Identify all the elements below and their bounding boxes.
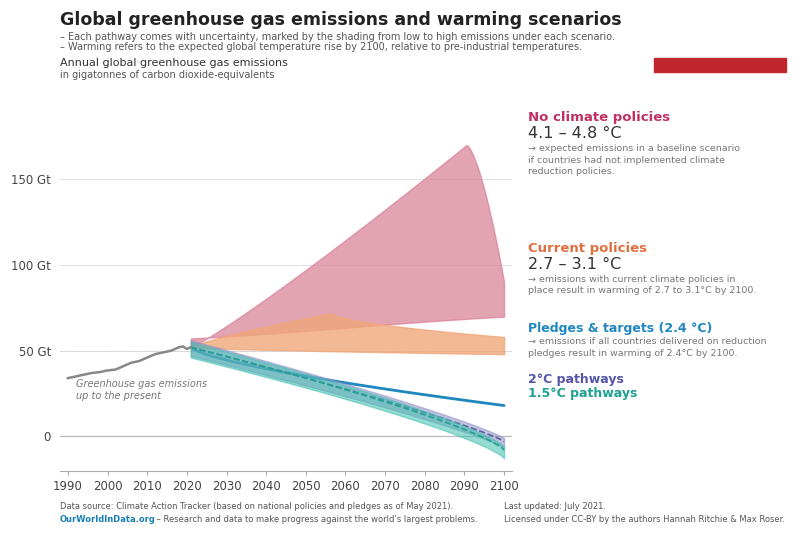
Text: – Each pathway comes with uncertainty, marked by the shading from low to high em: – Each pathway comes with uncertainty, m… [60, 32, 615, 42]
Text: Annual global greenhouse gas emissions: Annual global greenhouse gas emissions [60, 58, 288, 69]
Text: Our World: Our World [686, 14, 753, 28]
Text: OurWorldInData.org: OurWorldInData.org [60, 515, 156, 524]
Text: 2°C pathways: 2°C pathways [528, 373, 624, 386]
Text: 2.7 – 3.1 °C: 2.7 – 3.1 °C [528, 257, 622, 272]
Bar [654, 58, 786, 72]
Text: No climate policies: No climate policies [528, 111, 670, 124]
Text: – Warming refers to the expected global temperature rise by 2100, relative to pr: – Warming refers to the expected global … [60, 42, 582, 52]
Text: Global greenhouse gas emissions and warming scenarios: Global greenhouse gas emissions and warm… [60, 11, 622, 29]
Text: → emissions if all countries delivered on reduction
pledges result in warming of: → emissions if all countries delivered o… [528, 337, 766, 358]
Text: Last updated: July 2021.: Last updated: July 2021. [504, 502, 606, 511]
Text: in gigatonnes of carbon dioxide-equivalents: in gigatonnes of carbon dioxide-equivale… [60, 70, 274, 80]
Text: Current policies: Current policies [528, 242, 647, 255]
Text: Pledges & targets (2.4 °C): Pledges & targets (2.4 °C) [528, 322, 712, 335]
Text: Data source: Climate Action Tracker (based on national policies and pledges as o: Data source: Climate Action Tracker (bas… [60, 502, 453, 511]
Text: Greenhouse gas emissions
up to the present: Greenhouse gas emissions up to the prese… [76, 379, 207, 401]
Text: 1.5°C pathways: 1.5°C pathways [528, 387, 638, 400]
Text: in Data: in Data [696, 33, 743, 46]
Text: Licensed under CC-BY by the authors Hannah Ritchie & Max Roser.: Licensed under CC-BY by the authors Hann… [504, 515, 785, 524]
Text: → emissions with current climate policies in
place result in warming of 2.7 to 3: → emissions with current climate policie… [528, 275, 756, 295]
Text: → expected emissions in a baseline scenario
if countries had not implemented cli: → expected emissions in a baseline scena… [528, 144, 740, 177]
Text: 4.1 – 4.8 °C: 4.1 – 4.8 °C [528, 126, 622, 141]
Text: – Research and data to make progress against the world’s largest problems.: – Research and data to make progress aga… [154, 515, 478, 524]
